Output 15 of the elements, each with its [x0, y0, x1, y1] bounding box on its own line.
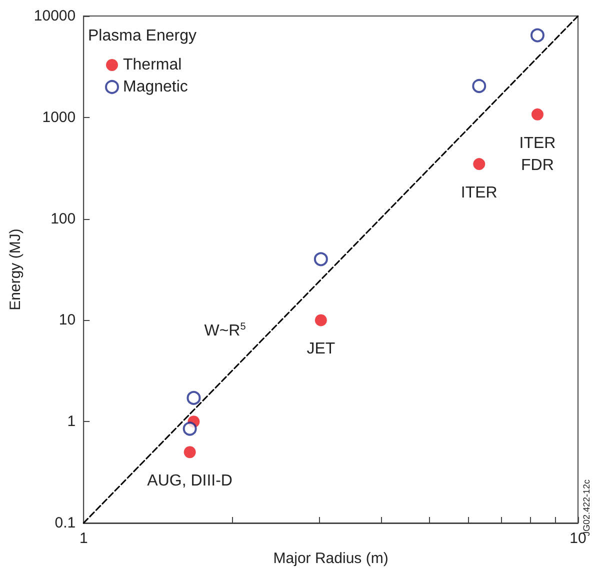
y-tick-label: 1	[67, 413, 76, 430]
annotation: JET	[306, 340, 336, 358]
x-axis-title: Major Radius (m)	[273, 550, 388, 567]
legend-label: Magnetic	[123, 78, 188, 96]
annotation: AUG, DIII-D	[147, 472, 232, 490]
y-tick-label: 0.1	[54, 514, 76, 532]
y-axis-title: Energy (MJ)	[7, 228, 24, 310]
legend-label: Thermal	[123, 56, 182, 74]
y-tick-label: 10	[58, 312, 76, 329]
annotation: ITER	[460, 184, 498, 202]
y-tick-label: 100	[50, 210, 76, 228]
y-tick-label: 1000	[42, 108, 76, 126]
legend-title: Plasma Energy	[88, 28, 196, 44]
y-tick-label: 10000	[34, 8, 76, 24]
annotation: ITER FDR	[519, 134, 556, 174]
